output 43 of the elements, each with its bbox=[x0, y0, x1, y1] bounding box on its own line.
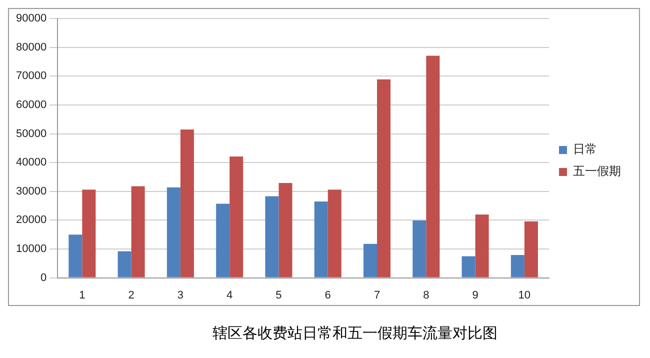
y-tick-label: 0 bbox=[40, 272, 47, 284]
bar bbox=[328, 190, 342, 278]
y-tick-label: 90000 bbox=[16, 12, 47, 25]
x-tick-label: 2 bbox=[128, 289, 134, 302]
bar bbox=[82, 190, 96, 278]
legend-label: 五一假期 bbox=[573, 164, 621, 178]
bar bbox=[216, 204, 230, 278]
x-tick-label: 5 bbox=[276, 289, 282, 302]
x-tick-label: 4 bbox=[226, 289, 233, 302]
bar bbox=[278, 183, 292, 278]
y-tick-label: 50000 bbox=[16, 128, 47, 140]
bar bbox=[118, 251, 132, 278]
y-tick-label: 30000 bbox=[16, 185, 47, 198]
x-tick-label: 1 bbox=[79, 289, 86, 302]
x-tick-label: 7 bbox=[374, 289, 380, 302]
text: 辖区各收费站日常和五一假期车流量对比图 bbox=[212, 324, 498, 343]
bar bbox=[524, 221, 538, 278]
bar bbox=[314, 201, 328, 278]
bar bbox=[68, 234, 82, 278]
bar bbox=[462, 256, 476, 278]
bar bbox=[166, 187, 180, 278]
bar bbox=[180, 129, 194, 278]
y-tick-label: 20000 bbox=[16, 214, 47, 226]
bar bbox=[377, 79, 391, 278]
x-tick-label: 10 bbox=[518, 289, 531, 302]
y-tick-label: 10000 bbox=[16, 243, 47, 256]
y-tick-label: 60000 bbox=[16, 99, 47, 112]
y-tick-label: 40000 bbox=[16, 156, 47, 169]
y-tick-label: 80000 bbox=[16, 41, 47, 54]
bar bbox=[363, 244, 378, 278]
x-tick-label: 3 bbox=[177, 289, 184, 302]
bar bbox=[265, 196, 279, 278]
legend-label: 日常 bbox=[573, 142, 597, 156]
bar bbox=[426, 56, 440, 278]
bar bbox=[131, 186, 145, 278]
x-tick-label: 9 bbox=[472, 289, 478, 302]
bar bbox=[412, 220, 426, 278]
y-tick-label: 70000 bbox=[16, 70, 47, 82]
bar bbox=[510, 255, 524, 278]
x-tick-label: 6 bbox=[324, 289, 331, 302]
bar bbox=[230, 156, 244, 278]
bar bbox=[475, 214, 489, 278]
x-tick-label: 8 bbox=[423, 289, 430, 302]
